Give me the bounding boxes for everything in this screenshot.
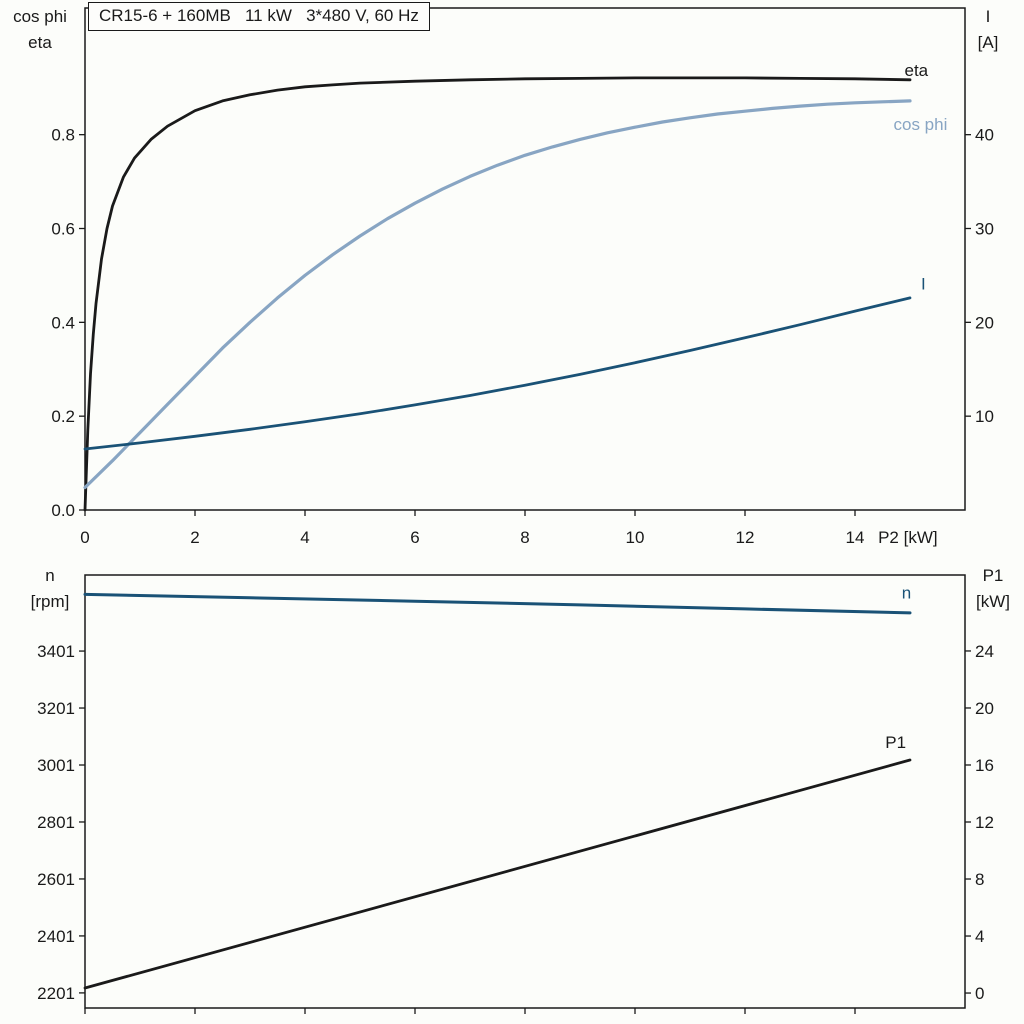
y-tick-label-left: 2201: [37, 984, 75, 1003]
x-tick-label: 10: [626, 528, 645, 547]
y-tick-label-left: 3001: [37, 756, 75, 775]
right-axis-title: [kW]: [976, 592, 1010, 611]
y-tick-label-right: 20: [975, 313, 994, 332]
x-tick-label: 8: [520, 528, 529, 547]
y-tick-label-left: 3401: [37, 642, 75, 661]
curve-label-eta: eta: [905, 61, 929, 80]
y-tick-label-right: 16: [975, 756, 994, 775]
chart-motor-electrical: 0 2 4 6 8 10 12 14 P2 [kW] 0.0 0.2 0.4 0.6 0.8 cos phi…: [13, 7, 998, 547]
curve-p1: [83, 758, 912, 990]
y-tick-label-right: 24: [975, 642, 994, 661]
left-axis-title: [rpm]: [31, 592, 70, 611]
y-tick-label-left: 2801: [37, 813, 75, 832]
chart-speed-power: 2201 2401 2601 2801 3001 3201 3401 n [rpm] 0 4 8 12 1…: [31, 566, 1010, 1014]
right-axis-title: I: [986, 7, 991, 26]
x-tick-label: 6: [410, 528, 419, 547]
x-tick-label: 14: [846, 528, 865, 547]
y-tick-label-right: 12: [975, 813, 994, 832]
right-axis-title: P1: [983, 566, 1004, 585]
curve-n: [83, 592, 912, 615]
left-axis-title: n: [45, 566, 54, 585]
left-axis-title: eta: [28, 33, 52, 52]
x-tick-label: 0: [80, 528, 89, 547]
y-tick-label-right: 30: [975, 220, 994, 239]
x-tick-label: 12: [736, 528, 755, 547]
curve-cos-phi: [83, 99, 912, 490]
y-tick-label-right: 8: [975, 870, 984, 889]
y-tick-label-left: 0.0: [51, 501, 75, 520]
curve-label-p1: P1: [885, 733, 906, 752]
curve-label-i: I: [921, 274, 926, 293]
y-tick-label-left: 3201: [37, 699, 75, 718]
y-tick-label-left: 2601: [37, 870, 75, 889]
y-tick-label-right: 20: [975, 699, 994, 718]
y-tick-label-left: 0.4: [51, 313, 75, 332]
y-tick-label-right: 10: [975, 407, 994, 426]
curve-eta: [83, 76, 912, 512]
x-axis-title: P2 [kW]: [878, 528, 938, 547]
x-tick-label: 4: [300, 528, 309, 547]
left-axis-title: cos phi: [13, 7, 67, 26]
right-axis-title: [A]: [978, 33, 999, 52]
plot-frame: [84, 574, 966, 1009]
curve-label-n: n: [902, 584, 911, 603]
y-tick-label-left: 0.6: [51, 220, 75, 239]
chart-title-box: CR15-6 + 160MB 11 kW 3*480 V, 60 Hz: [88, 2, 430, 31]
y-tick-label-right: 40: [975, 126, 994, 145]
curve-i: [83, 296, 912, 451]
y-tick-label-left: 2401: [37, 927, 75, 946]
y-tick-label-right: 0: [975, 984, 984, 1003]
y-tick-label-right: 4: [975, 927, 984, 946]
y-tick-label-left: 0.8: [51, 126, 75, 145]
x-tick-label: 2: [190, 528, 199, 547]
y-tick-label-left: 0.2: [51, 407, 75, 426]
curve-label-cos-phi: cos phi: [894, 115, 948, 134]
